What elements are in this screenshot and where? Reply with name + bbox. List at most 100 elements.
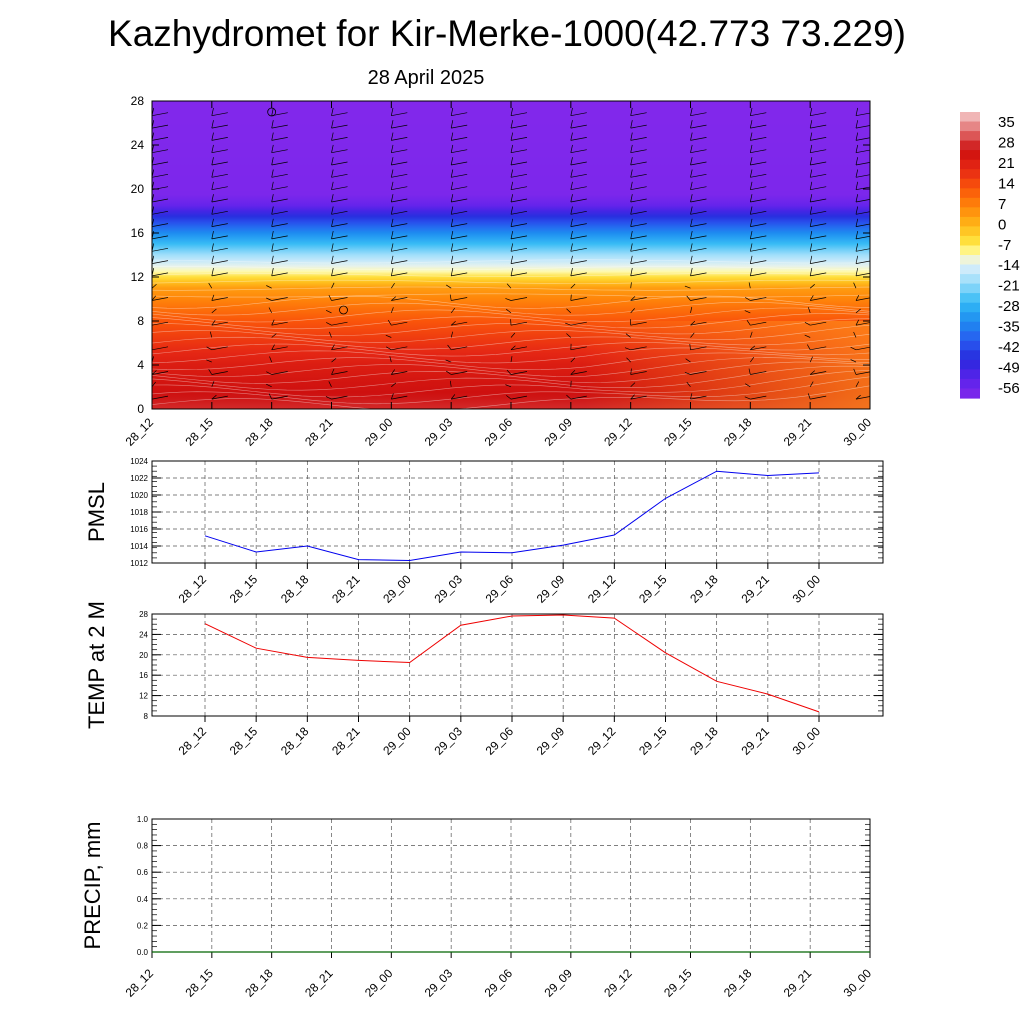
wind-barb-shaft [271, 235, 288, 240]
wind-barb [745, 383, 751, 388]
wind-barb [630, 308, 635, 314]
wind-barb [749, 255, 753, 264]
wind-barb [390, 144, 394, 153]
x-tick-label: 29_18 [721, 966, 755, 1000]
wind-barb [809, 231, 813, 239]
wind-barb [390, 120, 394, 129]
wind-barb-shaft [211, 149, 228, 154]
wind-barb-shaft [391, 223, 408, 227]
wind-barb-shaft [810, 247, 827, 252]
wind-barb-shaft [570, 260, 587, 264]
wind-barb-shaft [271, 161, 288, 166]
wind-barb [446, 284, 452, 289]
wind-barb-shaft [271, 124, 288, 129]
wind-barb [505, 384, 512, 388]
wind-barb [391, 369, 395, 375]
wind-barb [809, 107, 813, 116]
wind-barb [449, 294, 452, 301]
y-tick-label: 16 [131, 226, 145, 240]
wind-barb-shaft [451, 371, 468, 375]
wind-barb-shaft [331, 112, 348, 117]
wind-barb [386, 346, 392, 351]
colorbar-swatch [960, 388, 980, 399]
x-tick-label: 28_15 [227, 572, 261, 606]
colorbar-label: -14 [998, 257, 1020, 274]
y-tick-label: 20 [131, 182, 145, 196]
wind-barb-shaft [690, 223, 707, 227]
wind-barb-shaft [331, 247, 348, 252]
wind-barb-shaft [331, 186, 348, 191]
wind-barb-shaft [510, 112, 528, 117]
wind-barb [211, 394, 217, 400]
wind-barb [506, 283, 512, 289]
x-tick-label: 28_15 [182, 966, 216, 1000]
wind-barb [807, 307, 811, 314]
x-tick-label: 29_03 [422, 415, 456, 449]
wind-barb-shaft [391, 395, 408, 400]
wind-barb [630, 181, 633, 190]
wind-barb [855, 394, 861, 400]
isoline [152, 361, 870, 384]
colorbar-label: -21 [998, 278, 1020, 295]
wind-barb [690, 393, 693, 400]
temperature-shading [152, 321, 870, 409]
wind-barb [152, 295, 156, 301]
wind-barb-shaft [211, 186, 228, 191]
wind-barb [749, 331, 753, 338]
wind-barb [211, 194, 214, 203]
wind-barb-shaft [152, 321, 169, 326]
x-tick-label: 29_06 [483, 724, 517, 758]
wind-barb [630, 255, 633, 264]
wind-barb [449, 380, 452, 387]
wind-barb [506, 369, 512, 375]
colorbar-swatch [960, 321, 980, 332]
wind-barb [630, 382, 636, 388]
wind-barb [266, 285, 272, 289]
wind-barb-shaft [750, 112, 767, 117]
wind-barb [745, 297, 751, 301]
wind-barb [211, 320, 216, 326]
wind-barb-shaft [451, 198, 468, 203]
wind-barb-shaft [810, 149, 827, 154]
wind-barb [809, 120, 813, 129]
wind-barb-shaft [152, 112, 169, 117]
wind-barb [331, 243, 334, 252]
wind-barb [390, 181, 394, 190]
colorbar-swatch [960, 302, 980, 313]
x-tick-label: 28_15 [182, 415, 216, 449]
y-tick-label: 1020 [130, 491, 148, 500]
wind-barb-shaft [750, 124, 767, 129]
colorbar-swatch [960, 235, 980, 246]
wind-barb [684, 371, 691, 375]
wind-barb-shaft [810, 161, 827, 166]
wind-barb-shaft [391, 149, 408, 154]
wind-barb [570, 357, 576, 363]
x-tick-label: 29_21 [738, 572, 772, 606]
wind-barb-shaft [271, 149, 288, 154]
wind-barb [211, 120, 214, 129]
wind-barb [809, 356, 813, 363]
wind-barb-shaft [630, 297, 647, 301]
wind-barb [271, 319, 275, 326]
cross-section-panel: 0 4 8 12 16 20 24 28 28_12 28_15 28_18 28_21 29_00 29… [123, 94, 875, 449]
temp-panel: 8 12 16 20 24 28 28_12 28_15 28_18 28_21 29_00 29_0… [84, 601, 884, 758]
wind-barb [445, 359, 452, 363]
wind-barb [809, 370, 816, 375]
wind-barb-shaft [391, 346, 408, 351]
wind-barb [331, 358, 337, 363]
y-tick-label: 1016 [130, 525, 148, 534]
x-tick-label: 30_00 [790, 724, 824, 758]
wind-barb [152, 324, 153, 326]
wind-barb-shaft [451, 173, 468, 178]
wind-barb-shaft [855, 186, 870, 191]
wind-barb-shaft [630, 321, 647, 326]
wind-barb [853, 331, 857, 338]
wind-barb [331, 132, 334, 141]
isoline [152, 370, 870, 398]
wind-barb-shaft [391, 124, 408, 129]
x-tick-label: 29_15 [636, 724, 670, 758]
wind-barb [510, 243, 514, 252]
wind-barb-shaft [451, 247, 468, 252]
wind-barb [626, 357, 631, 363]
wind-barb-shaft [810, 173, 827, 178]
